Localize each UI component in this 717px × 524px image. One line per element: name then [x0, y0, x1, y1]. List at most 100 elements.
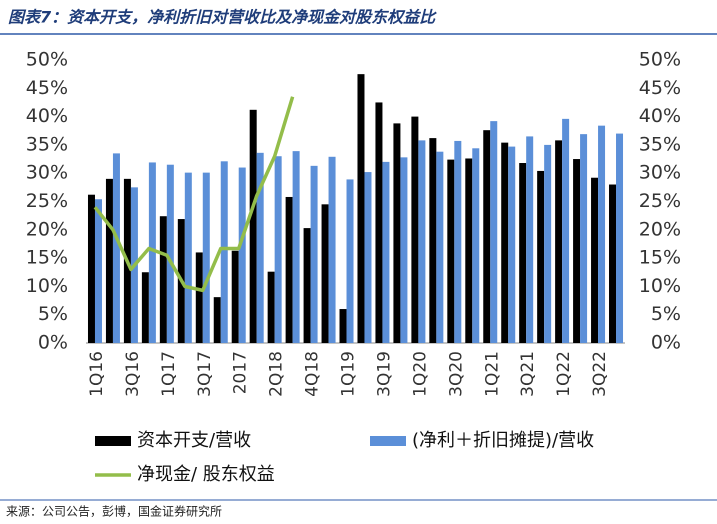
line — [93, 96, 295, 293]
bar — [501, 142, 509, 343]
bar — [267, 271, 275, 343]
y2-tick-label: 20% — [639, 218, 681, 240]
bar — [465, 158, 473, 343]
bar — [418, 140, 426, 343]
y2-tick-label: 40% — [639, 105, 681, 127]
bar — [555, 140, 563, 343]
y2-tick-label: 50% — [639, 49, 681, 71]
bar — [562, 118, 570, 343]
x-tick-label: 1Q20 — [410, 351, 430, 397]
bar — [231, 250, 239, 343]
bar — [105, 178, 113, 343]
x-tick-label: 3Q19 — [374, 351, 394, 397]
y-tick-label: 30% — [26, 162, 68, 184]
source: 来源：公司公告，彭博，国金证券研究所 — [6, 504, 222, 519]
bar — [375, 102, 383, 343]
y2-tick-label: 30% — [639, 162, 681, 184]
x-tick-label: 3Q20 — [446, 351, 466, 397]
x-tick-label: 1Q16 — [87, 351, 107, 397]
bar — [292, 151, 300, 343]
legend-swatch — [95, 436, 131, 446]
y-tick-label: 50% — [26, 49, 68, 71]
x-tick-label: 1Q21 — [482, 351, 502, 397]
bar — [580, 134, 588, 343]
bar — [519, 163, 527, 343]
bar — [328, 156, 336, 343]
bar — [184, 172, 192, 343]
bar — [159, 216, 167, 343]
y-tick-label: 25% — [26, 190, 68, 212]
bar — [256, 152, 264, 343]
legend-swatch — [370, 436, 406, 446]
x-tick-label: 1Q22 — [554, 351, 574, 397]
y2-tick-label: 15% — [639, 247, 681, 269]
x-tick-label: 1Q17 — [159, 351, 179, 397]
x-tick-label: 2017 — [231, 351, 251, 394]
bar — [213, 297, 221, 343]
bar — [591, 177, 599, 343]
y-tick-label: 15% — [26, 247, 68, 269]
x-tick-label: 4Q18 — [303, 351, 323, 397]
bar — [447, 159, 455, 343]
bar — [364, 172, 372, 343]
bar — [357, 74, 365, 344]
bar — [436, 151, 444, 343]
x-tick-label: 3Q16 — [123, 351, 143, 397]
legend-label: 净现金/ 股东权益 — [137, 464, 275, 485]
bar — [483, 130, 491, 343]
y2-tick-label: 5% — [651, 303, 681, 325]
y-tick-label: 45% — [26, 77, 68, 99]
bar — [202, 172, 210, 343]
legend-label: (净利＋折旧摊提)/营收 — [412, 430, 594, 451]
bar — [285, 196, 293, 343]
bar — [94, 199, 102, 343]
y2-tick-label: 35% — [639, 133, 681, 155]
y-tick-label: 40% — [26, 105, 68, 127]
y-tick-label: 5% — [38, 303, 68, 325]
bar — [321, 204, 329, 343]
bar — [249, 109, 257, 343]
bar — [112, 153, 120, 343]
bar — [508, 146, 516, 343]
y-tick-label: 35% — [26, 133, 68, 155]
bar — [346, 179, 354, 343]
bar — [303, 228, 311, 343]
x-tick-label: 3Q17 — [195, 351, 215, 397]
x-tick-label: 3Q21 — [518, 351, 538, 397]
x-tick-label: 2Q18 — [267, 351, 287, 397]
chart-title: 图表7：资本开支，净利折旧对营收比及净现金对股东权益比 — [8, 8, 437, 27]
bar — [339, 309, 347, 343]
bar — [382, 161, 390, 343]
bar — [573, 159, 581, 343]
y2-tick-label: 10% — [639, 275, 681, 297]
bar — [87, 194, 95, 343]
bar — [166, 164, 174, 343]
y-tick-label: 0% — [38, 332, 68, 354]
bar — [411, 116, 419, 343]
x-tick-label: 3Q22 — [590, 351, 610, 397]
bar — [400, 157, 408, 343]
bar — [220, 161, 228, 343]
bar — [274, 156, 282, 343]
bar — [616, 133, 624, 343]
y-tick-label: 20% — [26, 218, 68, 240]
bar — [472, 148, 480, 343]
y2-tick-label: 0% — [651, 332, 681, 354]
bar — [238, 167, 246, 343]
bar — [148, 162, 156, 343]
legend-label: 资本开支/营收 — [137, 430, 251, 451]
x-tick-label: 1Q19 — [339, 351, 359, 397]
bar — [310, 165, 318, 343]
bar — [454, 140, 462, 343]
bar — [393, 123, 401, 343]
bar — [141, 272, 149, 343]
y-tick-label: 10% — [26, 275, 68, 297]
bar — [609, 184, 617, 343]
bar — [544, 144, 552, 343]
y2-tick-label: 45% — [639, 77, 681, 99]
bar — [537, 170, 545, 343]
bar — [195, 252, 203, 343]
bar — [598, 125, 606, 343]
bar — [490, 121, 498, 344]
